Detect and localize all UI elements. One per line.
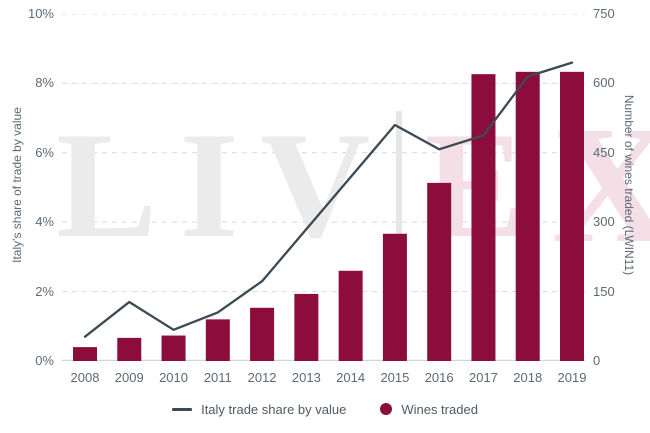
plot-area — [73, 61, 584, 361]
right-axis-tick: 450 — [593, 144, 615, 160]
x-axis-label: 2019 — [557, 370, 587, 385]
right-axis-tick: 150 — [593, 283, 615, 299]
x-axis-label: 2011 — [203, 370, 232, 385]
x-axis-label: 2013 — [291, 370, 321, 385]
x-axis-label: 2014 — [336, 370, 366, 385]
gridlines-layer — [62, 14, 585, 361]
bar-series-marker-icon — [380, 403, 393, 415]
x-axis-label: 2008 — [70, 370, 100, 385]
bar-2013 — [294, 293, 319, 361]
bar-2017 — [471, 74, 496, 361]
left-axis-tick: 2% — [35, 283, 54, 299]
left-axis-tick: 8% — [35, 75, 54, 91]
bar-2018 — [515, 71, 540, 361]
right-axis-tick: 0 — [593, 353, 601, 368]
x-axis-label: 2016 — [424, 370, 454, 385]
right-axis-title: Number of wines traded (LWIN11) — [622, 94, 636, 276]
left-axis-tick: 6% — [35, 144, 54, 160]
x-axis-label: 2009 — [114, 370, 144, 385]
legend-item-line-series: Italy trade share by value — [172, 402, 346, 417]
bar-2011 — [205, 319, 230, 361]
left-axis-title: Italy's share of trade by value — [10, 107, 24, 263]
x-axis-label: 2018 — [513, 370, 543, 385]
right-axis-tick: 600 — [593, 75, 615, 91]
trade-share-line — [83, 61, 574, 338]
line-series-marker-icon — [172, 407, 193, 411]
bar-2008 — [73, 347, 97, 361]
x-axis-label: 2010 — [159, 370, 188, 385]
bar-2015 — [382, 233, 407, 361]
left-axis-tick: 0% — [35, 353, 54, 368]
right-axis-tick: 300 — [593, 214, 615, 230]
x-axis-label: 2017 — [468, 370, 498, 385]
bar-2019 — [560, 71, 584, 361]
x-axis-label: 2012 — [247, 370, 277, 385]
bar-2012 — [250, 307, 275, 361]
right-axis-tick: 750 — [593, 6, 615, 21]
left-axis-tick: 4% — [35, 214, 54, 230]
bar-2014 — [338, 270, 363, 361]
x-axis-label: 2015 — [380, 370, 410, 385]
legend: Italy trade share by value Wines traded — [0, 398, 650, 420]
bar-2009 — [117, 337, 142, 361]
bar-2010 — [161, 335, 186, 361]
legend-item-bar-series: Wines traded — [380, 402, 478, 417]
legend-bar-series-label: Wines traded — [401, 401, 478, 417]
bar-2016 — [427, 182, 452, 361]
left-axis-tick: 10% — [27, 6, 54, 21]
legend-line-series-label: Italy trade share by value — [201, 401, 347, 417]
